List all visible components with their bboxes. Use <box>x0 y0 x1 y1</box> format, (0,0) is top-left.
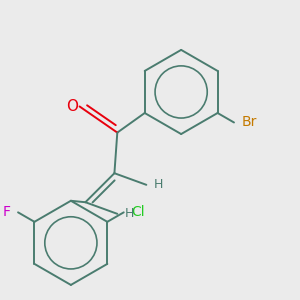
Text: H: H <box>124 207 134 220</box>
Text: F: F <box>3 206 11 219</box>
Text: O: O <box>66 99 78 114</box>
Text: Br: Br <box>241 116 256 130</box>
Text: H: H <box>154 178 163 191</box>
Text: Cl: Cl <box>131 206 145 219</box>
